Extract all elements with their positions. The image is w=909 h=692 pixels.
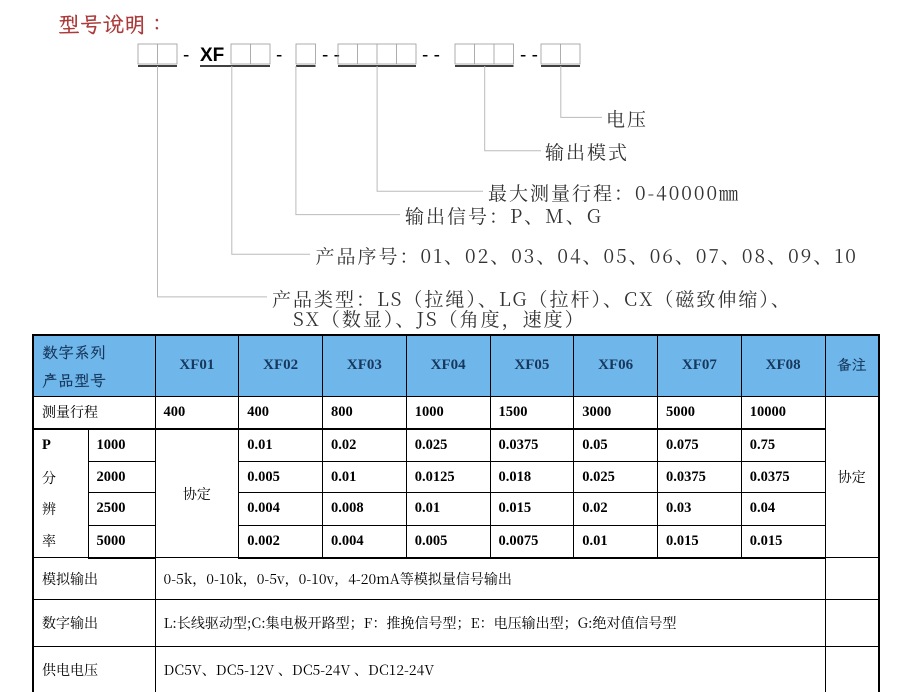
svg-text:-: - [183,45,189,66]
svg-text:- -: - - [520,45,538,66]
svg-text:- -: - - [322,45,340,66]
svg-text:XF: XF [200,45,224,66]
svg-text:-: - [276,45,282,66]
svg-text:- -: - - [422,45,440,66]
